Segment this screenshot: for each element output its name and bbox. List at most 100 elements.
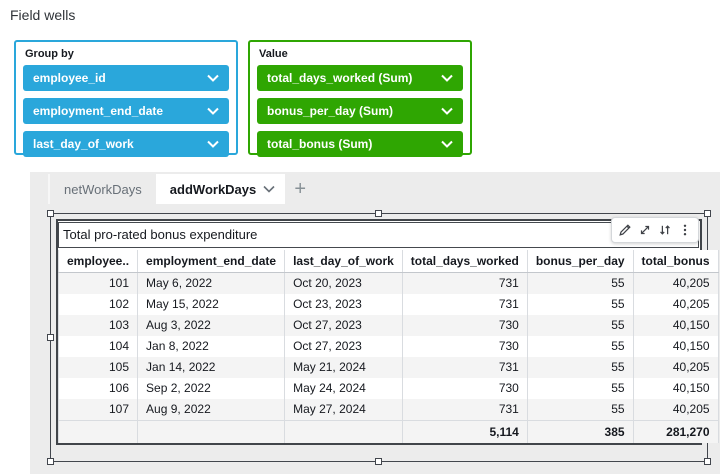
sheet-tab-label: netWorkDays xyxy=(64,181,142,197)
group-by-field-pill[interactable]: employee_id xyxy=(23,65,229,91)
sheet-tab-label: addWorkDays xyxy=(169,181,257,197)
resize-handle-bottom-right[interactable] xyxy=(704,458,711,465)
maximize-visual-button[interactable] xyxy=(636,221,654,239)
table-cell: 730 xyxy=(402,378,528,399)
table-cell: 40,205 xyxy=(633,294,719,315)
edit-visual-button[interactable] xyxy=(616,221,634,239)
table-cell: 40,205 xyxy=(633,357,719,378)
column-header[interactable]: total_days_worked xyxy=(402,250,528,273)
value-field-pill[interactable]: total_bonus (Sum) xyxy=(257,131,463,157)
resize-handle-top-left[interactable] xyxy=(47,210,54,217)
group-by-field-pill[interactable]: employment_end_date xyxy=(23,98,229,124)
table-cell: 101 xyxy=(58,272,139,294)
table-cell: 40,205 xyxy=(633,399,719,421)
header-row: employee.. employment_end_date last_day_of… xyxy=(58,250,719,273)
column-header[interactable]: employee.. xyxy=(58,250,139,273)
column-header[interactable]: employment_end_date xyxy=(137,250,286,273)
table-cell: May 6, 2022 xyxy=(137,272,286,294)
table-cell: Oct 27, 2023 xyxy=(284,336,403,357)
chevron-down-icon[interactable] xyxy=(263,185,275,193)
resize-handle-top-right[interactable] xyxy=(704,210,711,217)
field-pill-label: total_days_worked (Sum) xyxy=(267,71,413,85)
visual-menu-button[interactable] xyxy=(676,221,694,239)
column-header[interactable]: total_bonus xyxy=(633,250,719,273)
chevron-down-icon[interactable] xyxy=(207,74,219,82)
column-header[interactable]: bonus_per_day xyxy=(527,250,634,273)
value-field-pill[interactable]: total_days_worked (Sum) xyxy=(257,65,463,91)
field-pill-label: last_day_of_work xyxy=(33,137,134,151)
table-cell: 55 xyxy=(527,336,634,357)
field-wells-title: Field wells xyxy=(10,7,76,23)
table-cell: Sep 2, 2022 xyxy=(137,378,286,399)
table-row: 106 Sep 2, 2022 May 24, 2024 730 55 40,150 xyxy=(58,378,719,399)
totals-cell: 281,270 xyxy=(633,420,719,443)
chevron-down-icon[interactable] xyxy=(441,140,453,148)
table-cell: Jan 14, 2022 xyxy=(137,357,286,378)
table-cell: Aug 9, 2022 xyxy=(137,399,286,421)
table-cell: 107 xyxy=(58,399,139,421)
table-cell: 55 xyxy=(527,357,634,378)
pivot-table: employee.. employment_end_date last_day_of… xyxy=(58,250,719,443)
table-cell: May 15, 2022 xyxy=(137,294,286,315)
value-pill-list: total_days_worked (Sum) bonus_per_day (Su… xyxy=(250,65,470,157)
pencil-icon xyxy=(619,224,631,236)
table-cell: 103 xyxy=(58,315,139,336)
maximize-icon xyxy=(640,225,650,235)
table-row: 103 Aug 3, 2022 Oct 27, 2023 730 55 40,150 xyxy=(58,315,719,336)
table-cell: Jan 8, 2022 xyxy=(137,336,286,357)
table-row: 105 Jan 14, 2022 May 21, 2024 731 55 40,205 xyxy=(58,357,719,378)
sheet-tab-networkdays[interactable]: netWorkDays xyxy=(48,174,156,204)
table-visual[interactable]: Total pro-rated bonus expenditure employ… xyxy=(56,219,719,445)
totals-cell xyxy=(137,420,286,443)
table-cell: 731 xyxy=(402,399,528,421)
table-cell: May 24, 2024 xyxy=(284,378,403,399)
add-sheet-button[interactable]: + xyxy=(294,177,307,200)
value-field-pill[interactable]: bonus_per_day (Sum) xyxy=(257,98,463,124)
table-cell: Aug 3, 2022 xyxy=(137,315,286,336)
column-header[interactable]: last_day_of_work xyxy=(284,250,403,273)
group-by-field-pill[interactable]: last_day_of_work xyxy=(23,131,229,157)
table-cell: 55 xyxy=(527,378,634,399)
totals-cell: 5,114 xyxy=(402,420,528,443)
chevron-down-icon[interactable] xyxy=(207,107,219,115)
table-cell: 55 xyxy=(527,315,634,336)
data-table: employee.. employment_end_date last_day_of… xyxy=(58,250,719,443)
resize-handle-middle-left[interactable] xyxy=(47,333,54,341)
group-by-pill-list: employee_id employment_end_date last_day_o… xyxy=(16,65,236,157)
totals-cell: 385 xyxy=(527,420,634,443)
table-cell: 731 xyxy=(402,294,528,315)
value-well: Value total_days_worked (Sum) bonus_per_d… xyxy=(248,40,472,157)
swap-axes-button[interactable] xyxy=(656,221,674,239)
table-cell: 55 xyxy=(527,272,634,294)
field-pill-label: employment_end_date xyxy=(33,104,164,118)
chevron-down-icon[interactable] xyxy=(441,74,453,82)
table-cell: Oct 27, 2023 xyxy=(284,315,403,336)
visual-toolbar xyxy=(611,217,699,243)
table-cell: 40,150 xyxy=(633,378,719,399)
field-pill-label: employee_id xyxy=(33,71,106,85)
table-cell: 731 xyxy=(402,272,528,294)
resize-handle-bottom-middle[interactable] xyxy=(375,458,382,465)
table-cell: 55 xyxy=(527,294,634,315)
table-row: 102 May 15, 2022 Oct 23, 2023 731 55 40,205 xyxy=(58,294,719,315)
sheet-tab-bar: netWorkDays addWorkDays + xyxy=(48,174,315,204)
visual-title[interactable]: Total pro-rated bonus expenditure xyxy=(58,222,699,248)
table-row: 107 Aug 9, 2022 May 27, 2024 731 55 40,205 xyxy=(58,399,719,421)
table-cell: Oct 23, 2023 xyxy=(284,294,403,315)
table-row: 104 Jan 8, 2022 Oct 27, 2023 730 55 40,150 xyxy=(58,336,719,357)
chevron-down-icon[interactable] xyxy=(441,107,453,115)
value-label: Value xyxy=(259,48,288,60)
resize-handle-bottom-left[interactable] xyxy=(47,458,54,465)
totals-cell xyxy=(284,420,403,443)
table-cell: 105 xyxy=(58,357,139,378)
kebab-menu-icon xyxy=(683,224,687,236)
sheet-tab-addworkdays[interactable]: addWorkDays xyxy=(155,174,286,204)
group-by-label: Group by xyxy=(25,48,74,60)
chevron-down-icon[interactable] xyxy=(207,140,219,148)
field-pill-label: bonus_per_day (Sum) xyxy=(267,104,394,118)
table-cell: 730 xyxy=(402,315,528,336)
table-cell: 731 xyxy=(402,357,528,378)
table-cell: 40,205 xyxy=(633,272,719,294)
resize-handle-top-middle[interactable] xyxy=(375,210,382,217)
swap-vertical-icon xyxy=(660,225,670,235)
